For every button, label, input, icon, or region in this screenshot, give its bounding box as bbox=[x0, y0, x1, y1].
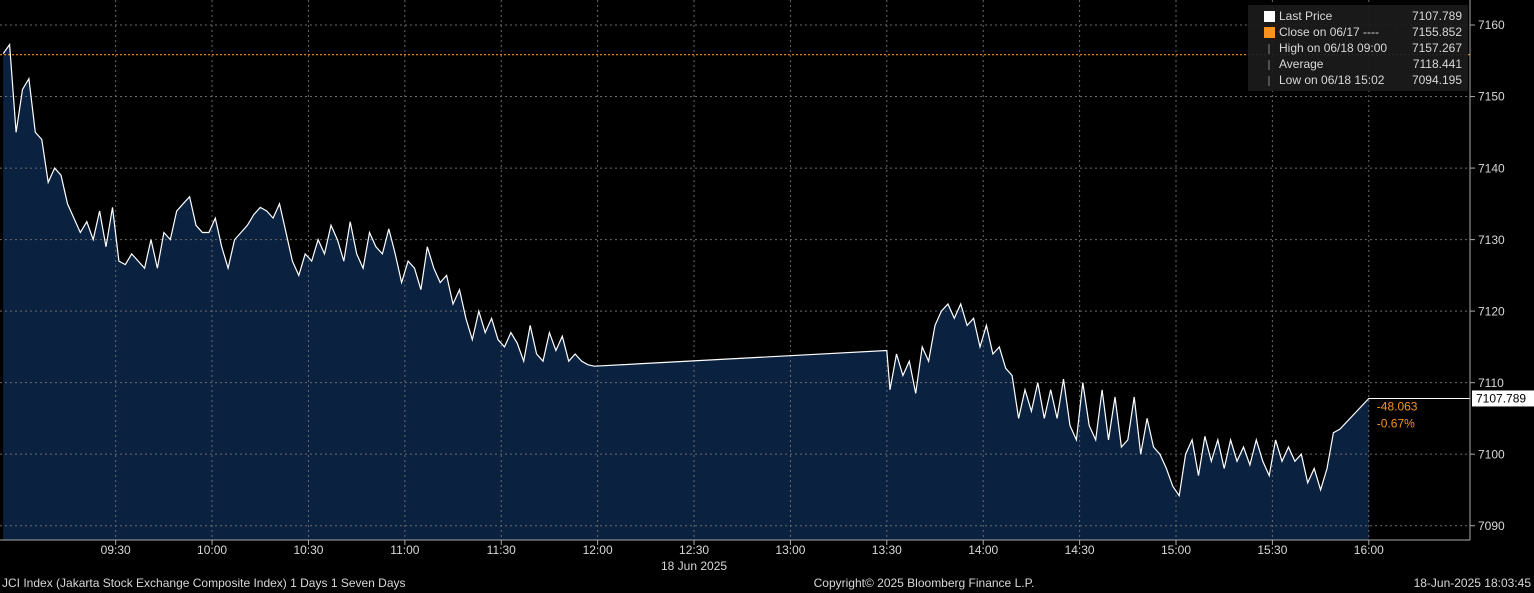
x-tick-label: 11:30 bbox=[487, 543, 516, 557]
x-tick-label: 15:00 bbox=[1161, 543, 1191, 557]
legend-value: 7094.195 bbox=[1412, 73, 1462, 87]
legend-value: 7155.852 bbox=[1412, 25, 1462, 39]
change-pct-label: -0.67% bbox=[1377, 417, 1415, 431]
x-tick-label: 10:30 bbox=[293, 543, 323, 557]
legend-label: Close on 06/17 ---- bbox=[1279, 25, 1379, 39]
legend-swatch bbox=[1264, 11, 1275, 22]
x-tick-label: 15:30 bbox=[1257, 543, 1287, 557]
legend-value: 7107.789 bbox=[1412, 9, 1462, 23]
area-fill bbox=[3, 44, 1369, 540]
x-tick-label: 13:00 bbox=[775, 543, 805, 557]
copyright: Copyright© 2025 Bloomberg Finance L.P. bbox=[814, 576, 1035, 590]
legend-box bbox=[1248, 5, 1468, 91]
last-price-tag bbox=[1472, 390, 1534, 407]
x-tick-label: 11:00 bbox=[390, 543, 419, 557]
timestamp: 18-Jun-2025 18:03:45 bbox=[1414, 576, 1532, 590]
last-price-tag-label: 7107.789 bbox=[1476, 392, 1526, 406]
x-tick-label: 12:00 bbox=[583, 543, 613, 557]
y-tick-label: 7160 bbox=[1478, 18, 1505, 32]
y-tick-label: 7150 bbox=[1478, 90, 1505, 104]
chart-title: JCI Index (Jakarta Stock Exchange Compos… bbox=[2, 576, 406, 590]
y-tick-label: 7090 bbox=[1478, 519, 1505, 533]
x-tick-label: 09:30 bbox=[101, 543, 131, 557]
x-tick-label: 14:30 bbox=[1065, 543, 1095, 557]
y-tick-label: 7100 bbox=[1478, 447, 1505, 461]
legend-value: 7157.267 bbox=[1412, 41, 1462, 55]
date-label: 18 Jun 2025 bbox=[661, 559, 727, 573]
legend-label: High on 06/18 09:00 bbox=[1279, 41, 1387, 55]
legend-label: Average bbox=[1279, 57, 1324, 71]
legend-label: Last Price bbox=[1279, 9, 1333, 23]
y-tick-label: 7120 bbox=[1478, 304, 1505, 318]
x-tick-label: 10:00 bbox=[197, 543, 227, 557]
y-tick-label: 7140 bbox=[1478, 161, 1505, 175]
legend-label: Low on 06/18 15:02 bbox=[1279, 73, 1385, 87]
y-tick-label: 7130 bbox=[1478, 233, 1505, 247]
legend-value: 7118.441 bbox=[1413, 57, 1462, 71]
x-tick-label: 12:30 bbox=[679, 543, 709, 557]
legend-swatch bbox=[1264, 27, 1275, 38]
y-tick-label: 7110 bbox=[1478, 376, 1504, 390]
x-tick-label: 14:00 bbox=[968, 543, 998, 557]
price-line bbox=[2, 42, 1370, 498]
change-label: -48.063 bbox=[1377, 400, 1418, 414]
x-tick-label: 16:00 bbox=[1354, 543, 1384, 557]
x-tick-label: 13:30 bbox=[872, 543, 902, 557]
